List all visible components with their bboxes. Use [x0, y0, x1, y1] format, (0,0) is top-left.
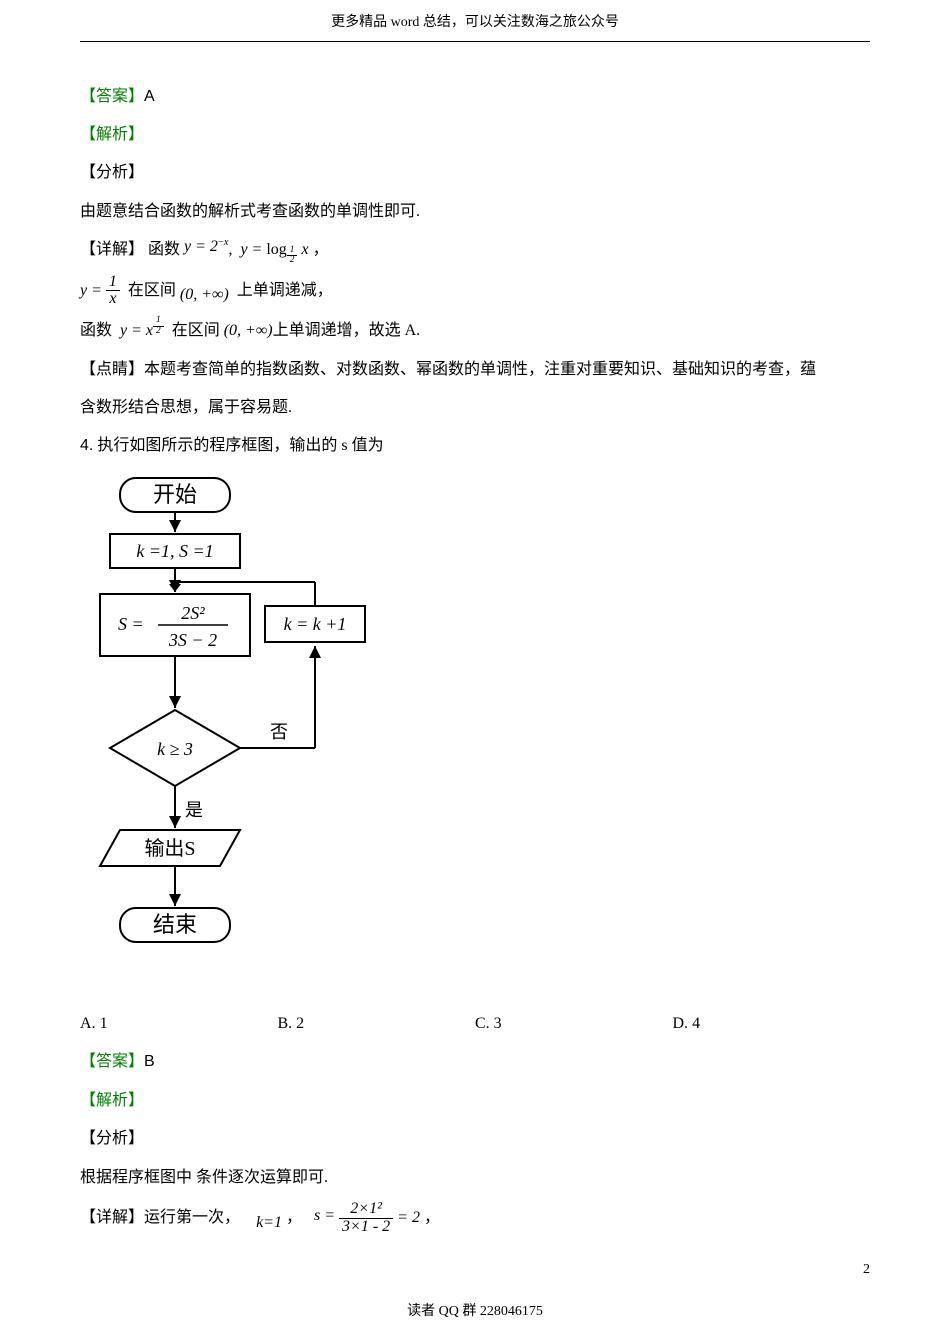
q4-options: A. 1 B. 2 C. 3 D. 4 — [80, 1009, 870, 1039]
q3-line2: y = 1x 在区间 (0, +∞) 上单调递减， — [80, 274, 870, 309]
q3-l3-mid: 在区间 — [172, 322, 220, 339]
answer-label: 答案 — [96, 1053, 128, 1070]
q3-l3-end: 上单调递增，故选 A. — [273, 322, 421, 339]
q4-fenxi-text: 根据程序框图中 条件逐次运算即可. — [80, 1163, 870, 1193]
frac-num: 1 — [106, 274, 120, 292]
q4-xiangjie: 【详解】运行第一次， k=1 ， s = 2×1²3×1 - 2 = 2 ， — [80, 1201, 870, 1236]
option-b: B. 2 — [278, 1009, 476, 1039]
q3-l2-mid: 在区间 — [128, 282, 176, 299]
jiexi-label: 解析 — [96, 126, 128, 143]
q3-answer-letter: A — [144, 88, 155, 105]
q3-l3-a: 函数 — [80, 322, 112, 339]
answer-label-close: 】 — [128, 88, 144, 105]
page: 更多精品 word 总结，可以关注数海之旅公众号 【答案】A 【解析】 【分析】… — [0, 0, 950, 1344]
q4-fenxi-label: 【分析】 — [80, 1124, 870, 1154]
svg-text:3S − 2: 3S − 2 — [168, 630, 217, 650]
option-a: A. 1 — [80, 1009, 278, 1039]
calc-num: 2×1² — [339, 1201, 393, 1219]
dianjing-label: 【点睛】 — [80, 361, 144, 378]
page-number: 2 — [863, 1257, 870, 1284]
dianjing-l1: 本题考查简单的指数函数、对数函数、幂函数的单调性，注重对重要知识、基础知识的考查… — [144, 361, 816, 378]
answer-label-text: 答案 — [96, 88, 128, 105]
svg-text:k ≥ 3: k ≥ 3 — [157, 739, 193, 759]
q4-answer-line: 【答案】B — [80, 1047, 870, 1077]
svg-text:否: 否 — [270, 722, 288, 742]
q3-l2-end: 上单调递减， — [237, 282, 333, 299]
svg-text:结束: 结束 — [153, 912, 197, 937]
q3-fenxi-label: 【分析】 — [80, 158, 870, 188]
svg-text:k = k +1: k = k +1 — [284, 614, 347, 634]
option-d: D. 4 — [673, 1009, 871, 1039]
q3-answer-line: 【答案】A — [80, 82, 870, 112]
svg-text:是: 是 — [185, 800, 203, 820]
q3-l1-a: 函数 — [148, 241, 180, 258]
q4-answer-letter: B — [144, 1053, 155, 1070]
calc-den: 3×1 - 2 — [339, 1219, 393, 1236]
xiangjie-label: 【详解】 — [80, 241, 144, 258]
q4-stem-text: 执行如图所示的程序框图，输出的 s 值为 — [97, 437, 383, 454]
option-c: C. 3 — [475, 1009, 673, 1039]
q3-jiexi-line: 【解析】 — [80, 120, 870, 150]
flowchart: 开始 k =1, S =1 S = 2S² 3S − 2 k = k +1 k … — [80, 470, 870, 1001]
svg-text:2S²: 2S² — [181, 603, 205, 623]
q4-number: 4. — [80, 437, 93, 454]
page-header: 更多精品 word 总结，可以关注数海之旅公众号 — [80, 10, 870, 42]
svg-text:S =: S = — [118, 614, 144, 634]
q3-xiangjie-line1: 【详解】 函数 y = 2−x, y = log12 x ， — [80, 235, 870, 265]
svg-text:输出S: 输出S — [144, 837, 195, 860]
q3-fenxi-text: 由题意结合函数的解析式考查函数的单调性即可. — [80, 197, 870, 227]
q3-line3: 函数 y = x12 在区间 (0, +∞)上单调递增，故选 A. — [80, 316, 870, 346]
calc-rhs: = 2 — [397, 1209, 420, 1226]
answer-label-open: 【 — [80, 88, 96, 105]
svg-text:k =1, S =1: k =1, S =1 — [136, 541, 213, 561]
q4-jiexi-line: 【解析】 — [80, 1086, 870, 1116]
q4-k1: k=1 — [256, 1214, 282, 1231]
jiexi-label-2: 解析 — [96, 1092, 128, 1109]
log-base-den: 2 — [287, 256, 298, 266]
page-footer: 读者 QQ 群 228046175 — [80, 1299, 870, 1326]
q4-stem: 4. 执行如图所示的程序框图，输出的 s 值为 — [80, 431, 870, 461]
q3-dianjing: 【点睛】本题考查简单的指数函数、对数函数、幂函数的单调性，注重对重要知识、基础知… — [80, 355, 870, 385]
node-start: 开始 — [153, 482, 197, 507]
q3-dianjing-l2: 含数形结合思想，属于容易题. — [80, 393, 870, 423]
q4-xj-a: 运行第一次， — [144, 1209, 240, 1226]
frac-den: x — [106, 291, 120, 308]
exp-den: 2 — [153, 327, 164, 337]
